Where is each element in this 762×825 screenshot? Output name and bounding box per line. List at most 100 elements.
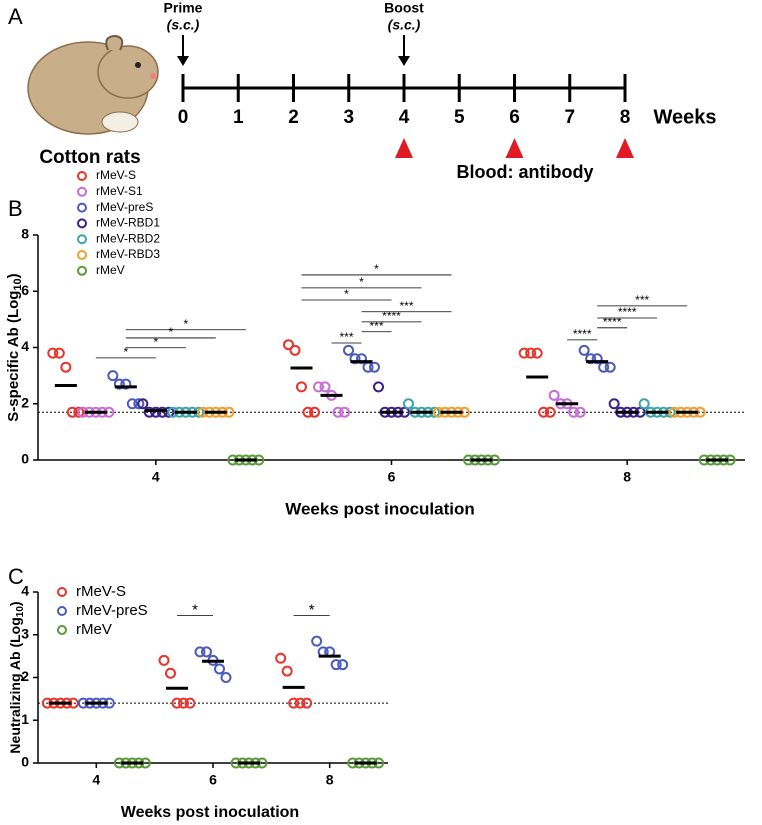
data-point [126, 398, 138, 410]
y-tick-label: 4 [21, 338, 29, 354]
y-axis-label-part: 10 [12, 278, 24, 290]
panel-label: A [8, 4, 23, 29]
significance-label: *** [369, 319, 383, 333]
y-axis-label-part: ) [7, 601, 23, 606]
significance-label: * [123, 345, 128, 359]
data-point [544, 406, 556, 418]
timeline-tick-label: 1 [233, 107, 244, 128]
timeline-tick-label: 7 [564, 107, 575, 128]
legend-label: rMeV-RBD2 [96, 231, 160, 245]
timeline-tick-label: 3 [343, 107, 354, 128]
data-point [518, 347, 530, 359]
timeline-tick-label: 0 [178, 107, 189, 128]
significance-label: * [309, 601, 315, 618]
y-tick-label: 8 [21, 226, 29, 242]
data-point [296, 381, 307, 393]
bleed-marker [616, 138, 634, 158]
data-point [165, 667, 176, 679]
legend-label: rMeV [76, 621, 112, 638]
y-tick-label: 0 [21, 754, 29, 770]
data-point [311, 635, 323, 647]
significance-label: **** [603, 315, 622, 329]
data-point [281, 665, 293, 677]
data-point [60, 361, 72, 373]
significance-label: **** [382, 309, 401, 323]
legend-marker [77, 218, 87, 229]
timeline-tick-label: 4 [399, 107, 410, 128]
dose-route: (s.c.) [167, 17, 200, 33]
data-point [158, 654, 170, 666]
data-point [220, 672, 232, 683]
y-tick-label: 2 [21, 394, 29, 410]
x-tick-label: 8 [623, 469, 631, 485]
legend-label: rMeV-preS [96, 200, 153, 214]
significance-label: *** [339, 330, 353, 344]
data-point [591, 353, 603, 365]
legend-marker [77, 265, 87, 276]
data-point [120, 378, 132, 390]
data-point [319, 381, 331, 393]
legend-marker [77, 202, 87, 213]
timeline-tick-label: 2 [288, 107, 299, 128]
significance-label: *** [635, 293, 649, 307]
data-point [337, 659, 349, 671]
significance-label: * [168, 325, 173, 339]
data-point [163, 406, 175, 418]
significance-label: * [153, 335, 158, 349]
panel-label: B [8, 196, 23, 221]
x-tick-label: 6 [209, 772, 217, 788]
legend-marker [57, 606, 67, 616]
data-point [66, 406, 78, 418]
cotton-rat-icon [27, 34, 159, 135]
y-axis-label: Neutralizing Ab (Log10) [7, 601, 26, 753]
x-tick-label: 6 [388, 469, 396, 485]
data-point [47, 347, 59, 359]
data-point [332, 406, 344, 418]
data-point [339, 406, 350, 418]
data-point [309, 406, 320, 418]
y-tick-label: 2 [21, 668, 29, 684]
legend-label: rMeV-RBD1 [96, 216, 160, 230]
significance-label: **** [573, 327, 592, 341]
y-axis-label-part: ) [5, 273, 22, 278]
x-axis-label: Weeks post inoculation [285, 499, 475, 518]
y-axis-label: S-specific Ab (Log10) [5, 273, 24, 421]
data-point [330, 659, 342, 671]
y-axis-label-part: S-specific Ab (Log [5, 291, 22, 422]
subject-label: Cotton rats [39, 147, 140, 168]
bleed-marker [505, 138, 524, 158]
data-point [283, 339, 294, 351]
data-point [525, 347, 537, 359]
dose-label: Prime [164, 0, 203, 16]
data-point [143, 406, 155, 418]
data-point [201, 646, 212, 658]
bleed-marker [395, 138, 413, 158]
legend-label: rMeV-RBD3 [96, 247, 160, 261]
dose-arrowhead [177, 56, 189, 66]
legend-marker [77, 234, 87, 245]
data-point [194, 646, 206, 658]
y-tick-label: 4 [21, 583, 29, 599]
data-point [578, 344, 590, 356]
legend-marker [77, 171, 87, 181]
timeline-unit: Weeks [653, 106, 716, 128]
data-point [403, 398, 414, 410]
data-point [538, 406, 550, 418]
significance-label: * [344, 287, 349, 301]
dot-plot: 0 2 4 6 8 4 6 8 Weeks post inoculation S-specific… [5, 168, 745, 518]
timeline-tick-label: 8 [620, 107, 631, 128]
y-tick-label: 6 [21, 282, 29, 298]
data-point [574, 406, 586, 418]
data-point [214, 663, 225, 675]
bleed-label: Blood: antibody [457, 162, 594, 182]
data-point [288, 697, 300, 709]
y-tick-label: 1 [21, 711, 29, 727]
legend-label: rMeV-S [76, 583, 126, 600]
y-tick-label: 0 [21, 451, 29, 467]
x-tick-label: 8 [326, 772, 334, 788]
data-point [548, 389, 560, 401]
legend-label: rMeV-S [96, 168, 136, 182]
legend-marker [77, 250, 87, 260]
data-point [313, 381, 324, 393]
